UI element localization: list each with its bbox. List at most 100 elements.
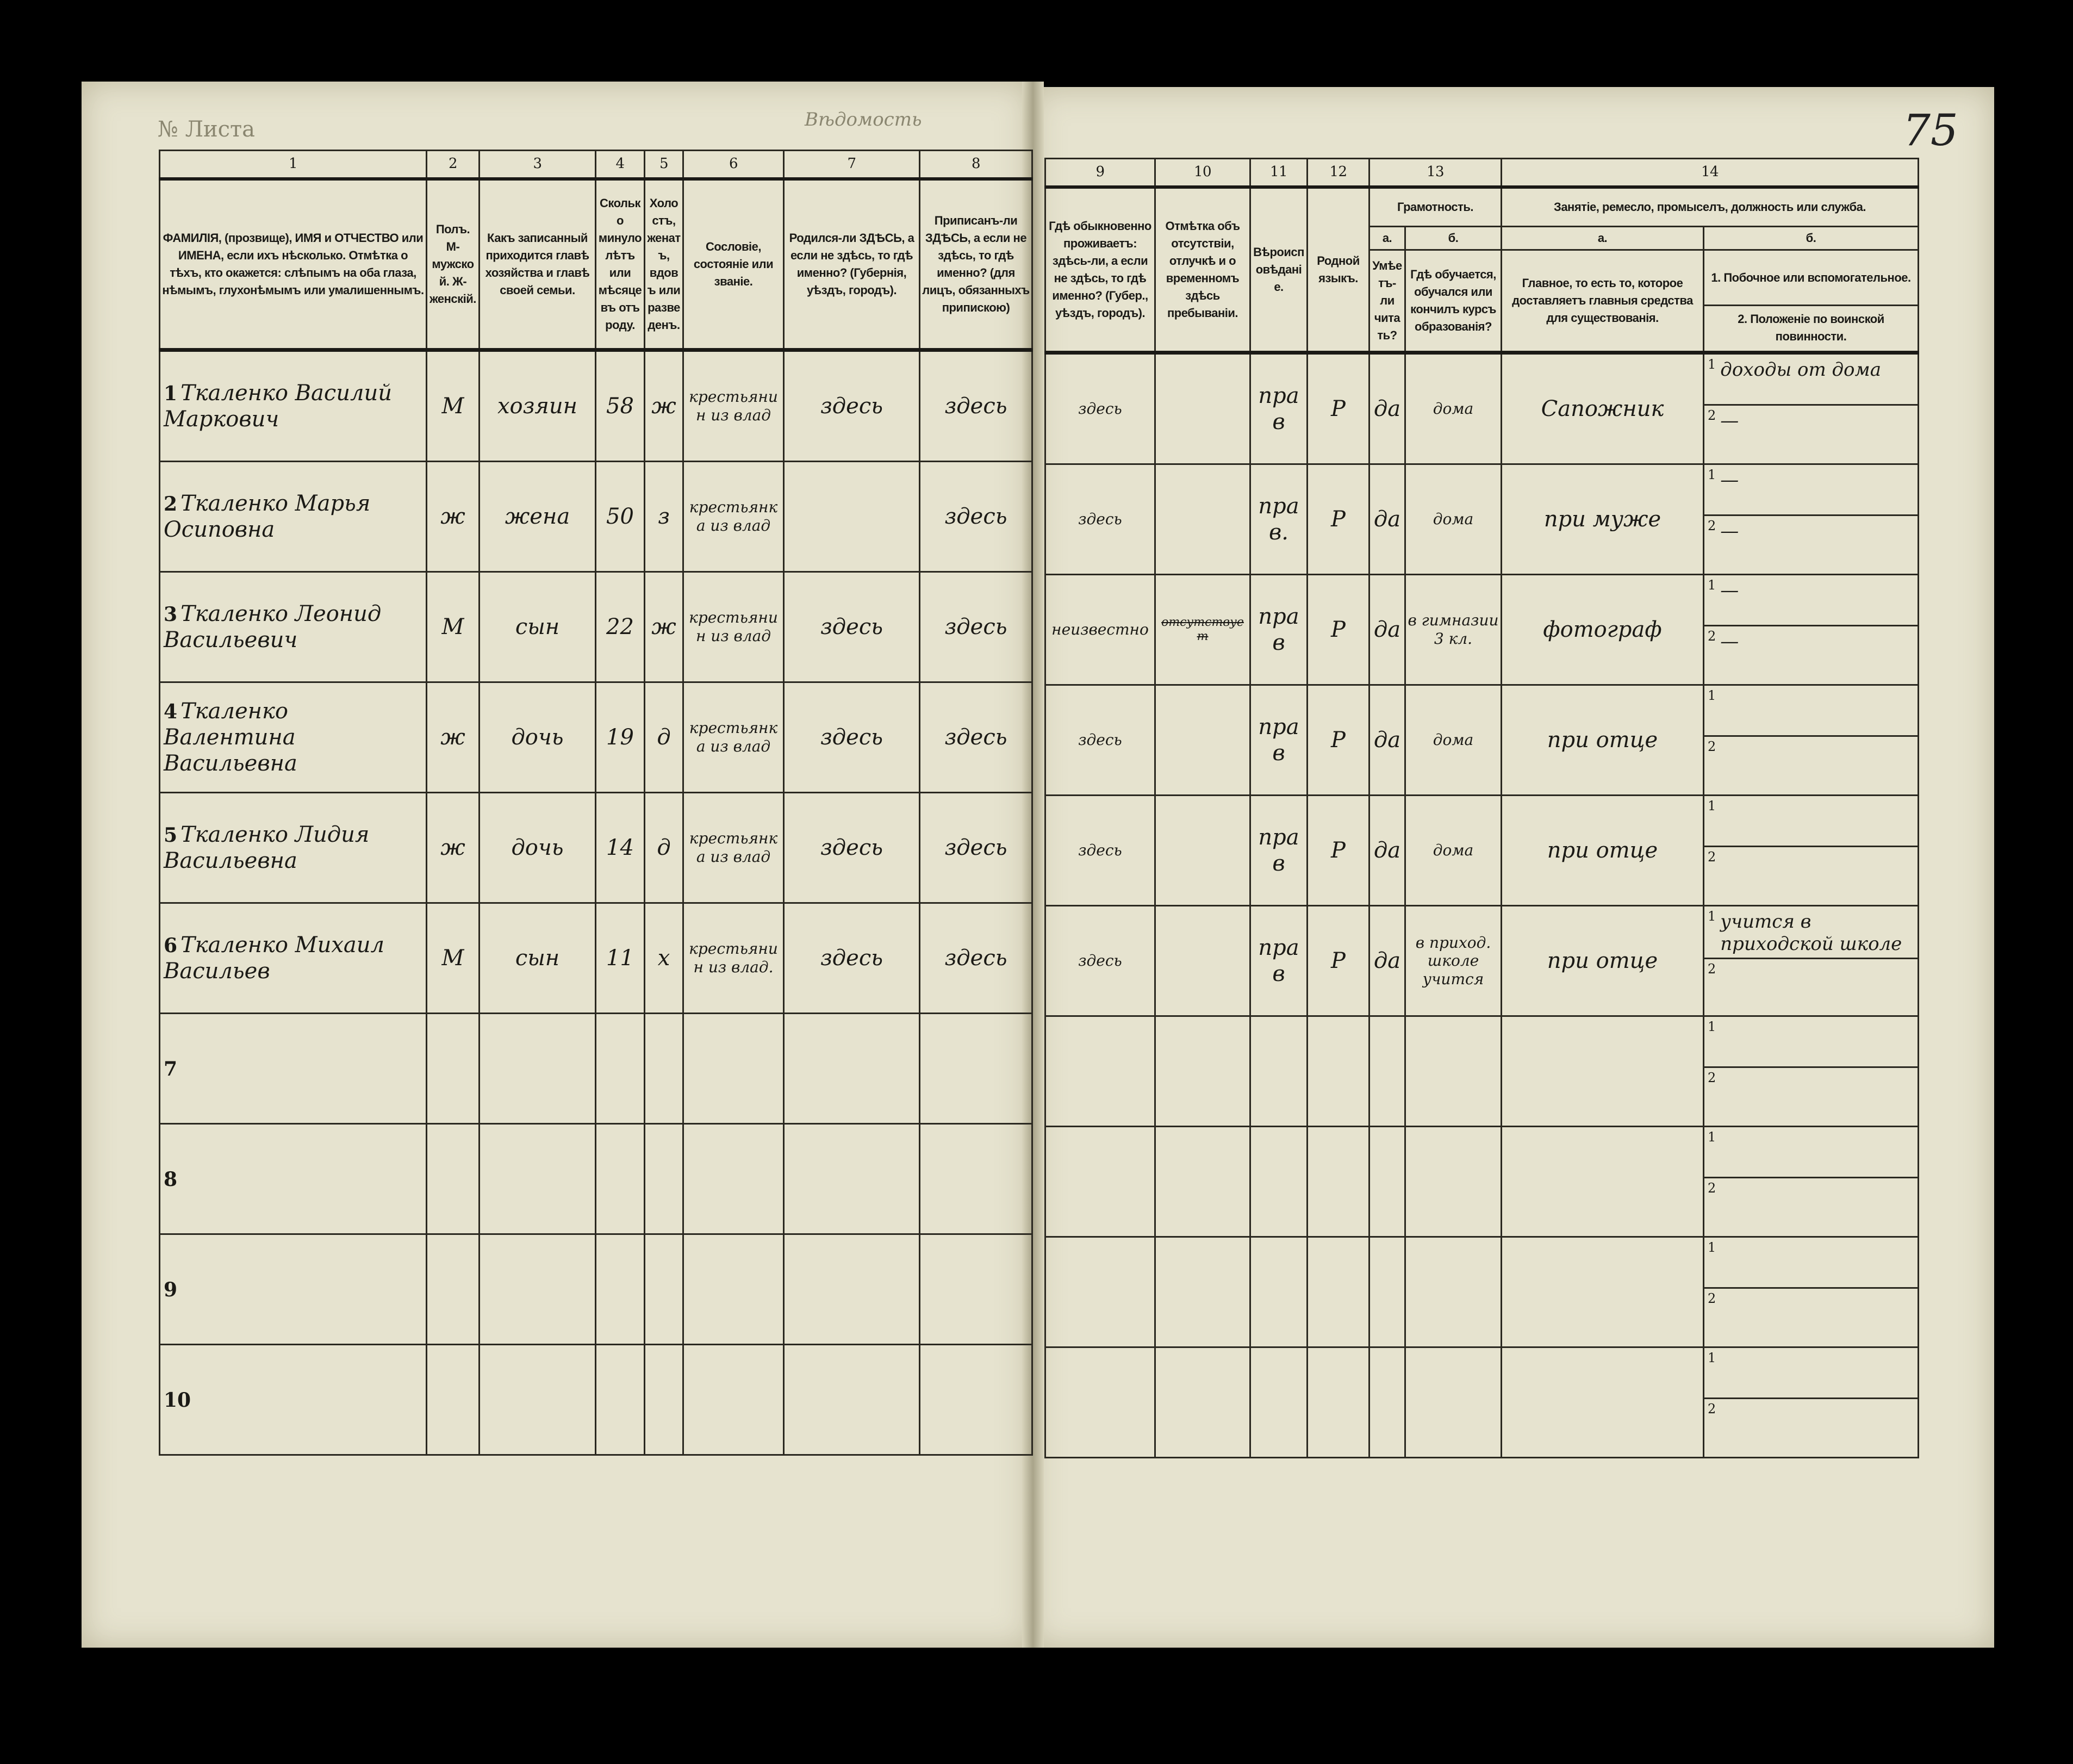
cell-marital: [644, 1344, 684, 1456]
cell-can-read: да: [1368, 684, 1406, 796]
cell-language: [1306, 1126, 1370, 1238]
cell-religion: прав: [1249, 352, 1308, 465]
cell-registered: здесь: [919, 571, 1033, 683]
col-number-3: 3: [478, 150, 596, 181]
cell-age: [595, 1013, 645, 1125]
cell-occupation-secondary: 1—2—: [1703, 574, 1919, 686]
header-col-7: Родился-ли ЗДѢСЬ, а если не здѣсь, то гд…: [783, 178, 920, 352]
cell-military-status: —: [1720, 410, 1739, 432]
person-name: Ткаленко Леонид Васильевич: [164, 601, 382, 653]
cell-relation: дочь: [478, 792, 596, 904]
col-number-10: 10: [1154, 158, 1251, 189]
row-number: 1: [164, 382, 178, 405]
col-number-4: 4: [595, 150, 645, 181]
cell-estate: крестьянка из влад: [682, 792, 785, 904]
header-col-5: Холостъ, женатъ, вдовъ или разведенъ.: [644, 178, 684, 352]
cell-absence: [1154, 352, 1251, 465]
cell-secondary-occupation: [1720, 1240, 1914, 1242]
col-number-1: 1: [159, 150, 427, 181]
occ-subrow-2: 2—: [1704, 626, 1918, 678]
cell-occupation: при отце: [1501, 794, 1704, 906]
cell-estate: крестьянка из влад: [682, 461, 785, 573]
cell-relation: жена: [478, 461, 596, 573]
occ-subrow-1: 1: [1704, 1017, 1918, 1068]
cell-name: 8: [159, 1123, 427, 1235]
occ-subrow-1: 1: [1704, 796, 1918, 847]
cell-name: 2 Ткаленко Марья Осиповна: [159, 461, 427, 573]
cell-born: [783, 1013, 920, 1125]
cell-age: 11: [595, 902, 645, 1014]
cell-residence: [1044, 1236, 1156, 1348]
cell-relation: хозяин: [478, 349, 596, 462]
form-title-label: Вѣдомость: [805, 109, 922, 131]
person-name: Ткаленко Марья Осиповна: [164, 491, 371, 542]
header-education: Гдѣ обучается, обучался или кончилъ курс…: [1404, 249, 1502, 355]
cell-absence: [1154, 1346, 1251, 1458]
cell-marital: ж: [644, 571, 684, 683]
cell-born: [783, 1123, 920, 1235]
col-number-11: 11: [1249, 158, 1308, 189]
cell-residence: [1044, 1126, 1156, 1238]
cell-relation: [478, 1233, 596, 1345]
cell-residence: здесь: [1044, 463, 1156, 575]
cell-absence: [1154, 905, 1251, 1017]
cell-secondary-occupation: [1720, 1350, 1914, 1352]
cell-relation: [478, 1013, 596, 1125]
row-number: 10: [164, 1389, 191, 1412]
header-language: Родной языкъ.: [1306, 186, 1370, 355]
cell-secondary-occupation: учится в приходской школе: [1720, 911, 1902, 955]
col-number-7: 7: [783, 150, 920, 181]
cell-age: [595, 1123, 645, 1235]
subrow-label: 1: [1708, 1240, 1716, 1255]
occ-subrow-2: 2: [1704, 737, 1918, 788]
header-col-1: ФАМИЛІЯ, (прозвище), ИМЯ и ОТЧЕСТВО или …: [159, 178, 427, 352]
table-row-left: 9: [159, 1233, 1033, 1345]
subrow-label: 2: [1708, 1291, 1716, 1306]
cell-name: 9: [159, 1233, 427, 1345]
cell-registered: здесь: [919, 792, 1033, 904]
cell-language: Р: [1306, 574, 1370, 686]
subrow-label: 2: [1708, 518, 1716, 533]
cell-absence: [1154, 1015, 1251, 1127]
cell-absence: [1154, 684, 1251, 796]
header-col-8: Приписанъ-ли ЗДѢСЬ, а если не здѣсь, то …: [919, 178, 1033, 352]
cell-secondary-occupation: [1720, 1019, 1914, 1021]
cell-secondary-occupation: [1720, 688, 1914, 690]
occ-subrow-1: 1—: [1704, 465, 1918, 516]
cell-education: [1404, 1015, 1502, 1127]
person-name: Ткаленко Михаил Васильев: [164, 933, 385, 984]
subrow-label: 1: [1708, 1019, 1716, 1034]
cell-education: в гимназии 3 кл.: [1404, 574, 1502, 686]
cell-estate: крестьянка из влад: [682, 681, 785, 793]
col-number-13: 13: [1368, 158, 1502, 189]
cell-age: 50: [595, 461, 645, 573]
cell-secondary-occupation: [1720, 1129, 1914, 1132]
cell-marital: [644, 1123, 684, 1235]
cell-name: 10: [159, 1344, 427, 1456]
cell-relation: дочь: [478, 681, 596, 793]
cell-sex: [426, 1344, 480, 1456]
table-row-left: 7: [159, 1013, 1033, 1125]
header-occ-secondary: 1. Побочное или вспомогательное. 2. Поло…: [1703, 249, 1919, 355]
cell-secondary-occupation: доходы от дома: [1720, 359, 1881, 381]
header-col-2: Полъ. М-мужской. Ж-женскій.: [426, 178, 480, 352]
subrow-label: 2: [1708, 1181, 1716, 1196]
cell-name: 5 Ткаленко Лидия Васильевна: [159, 792, 427, 904]
cell-marital: д: [644, 792, 684, 904]
cell-name: 7: [159, 1013, 427, 1125]
header-residence: Гдѣ обыкновенно проживаетъ: здѣсь-ли, а …: [1044, 186, 1156, 355]
cell-registered: здесь: [919, 349, 1033, 462]
cell-military-status: [1720, 739, 1914, 741]
cell-occupation: [1501, 1015, 1704, 1127]
row-number: 3: [164, 603, 178, 626]
cell-registered: [919, 1013, 1033, 1125]
header-religion: Вѣроисповѣданіе.: [1249, 186, 1308, 355]
row-number: 6: [164, 934, 178, 957]
cell-estate: [682, 1233, 785, 1345]
